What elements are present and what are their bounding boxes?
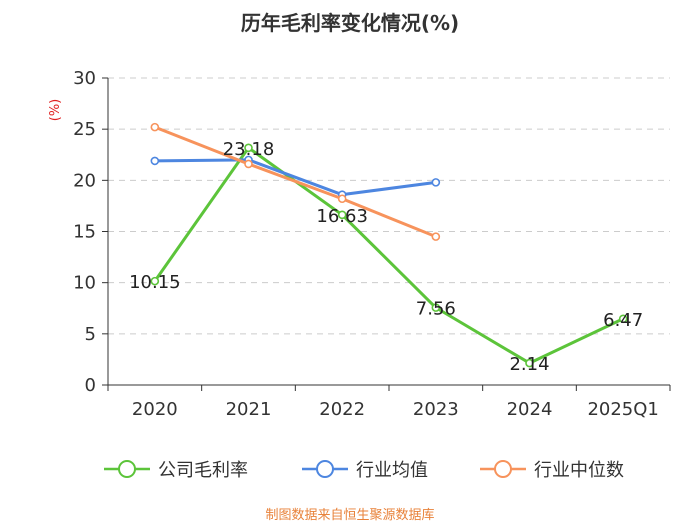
- y-tick-label: 10: [73, 273, 96, 294]
- legend-item[interactable]: 行业均值: [302, 460, 428, 481]
- series-line: [154, 158, 437, 197]
- data-point[interactable]: [337, 194, 347, 204]
- data-point[interactable]: [431, 178, 441, 187]
- data-point[interactable]: [150, 156, 160, 166]
- data-point[interactable]: [618, 314, 628, 324]
- x-tick-label: 2025Q1: [587, 399, 658, 420]
- x-tick-label: 2020: [132, 399, 178, 420]
- data-label: 23.18: [223, 139, 275, 160]
- x-tick-label: 2022: [319, 399, 365, 420]
- chart-title: 历年毛利率变化情况(%): [241, 11, 459, 35]
- data-point[interactable]: [431, 232, 441, 241]
- y-tick-label: 0: [85, 375, 96, 396]
- x-tick-label: 2023: [413, 399, 459, 420]
- source-note: 制图数据来自恒生聚源数据库: [265, 507, 434, 523]
- y-tick-label: 15: [73, 222, 96, 243]
- data-point[interactable]: [431, 303, 441, 312]
- data-point[interactable]: [244, 143, 253, 153]
- data-point[interactable]: [150, 276, 160, 286]
- y-tick-label: 30: [73, 68, 96, 89]
- legend-item[interactable]: 公司毛利率: [104, 460, 248, 481]
- data-point[interactable]: [150, 122, 160, 132]
- data-point[interactable]: [337, 210, 347, 220]
- legend-label: 行业均值: [356, 460, 428, 481]
- legend-label: 公司毛利率: [158, 460, 248, 481]
- gridlines: [108, 77, 670, 335]
- legend-label: 行业中位数: [534, 460, 624, 481]
- data-point[interactable]: [244, 159, 253, 169]
- legend[interactable]: 公司毛利率 行业均值 行业中位数: [104, 460, 624, 481]
- data-label: 10.15: [129, 272, 181, 293]
- series-line: [154, 125, 437, 239]
- series-line: [153, 146, 624, 365]
- legend-marker: [118, 460, 136, 478]
- y-tick-label: 25: [73, 119, 96, 140]
- data-label: 6.47: [603, 310, 643, 331]
- x-tick-label: 2021: [226, 399, 272, 420]
- legend-marker: [316, 460, 334, 478]
- data-point[interactable]: [525, 358, 534, 368]
- data-label: 2.14: [509, 354, 549, 375]
- series-lines: [150, 122, 628, 368]
- y-tick-label: 5: [85, 324, 96, 345]
- axes: 0 5 10 15 20 25 30 2020 2021 2022 2023 2024 2025Q1: [73, 68, 671, 420]
- legend-item[interactable]: 行业中位数: [480, 460, 624, 481]
- y-axis-unit: (%): [48, 99, 63, 122]
- data-labels: 10.15 23.18 16.63 7.56 2.14 6.47: [129, 139, 643, 375]
- y-tick-label: 20: [73, 170, 96, 191]
- x-tick-label: 2024: [507, 399, 553, 420]
- data-label: 16.63: [316, 206, 368, 227]
- legend-marker: [494, 460, 512, 478]
- data-label: 7.56: [416, 299, 456, 320]
